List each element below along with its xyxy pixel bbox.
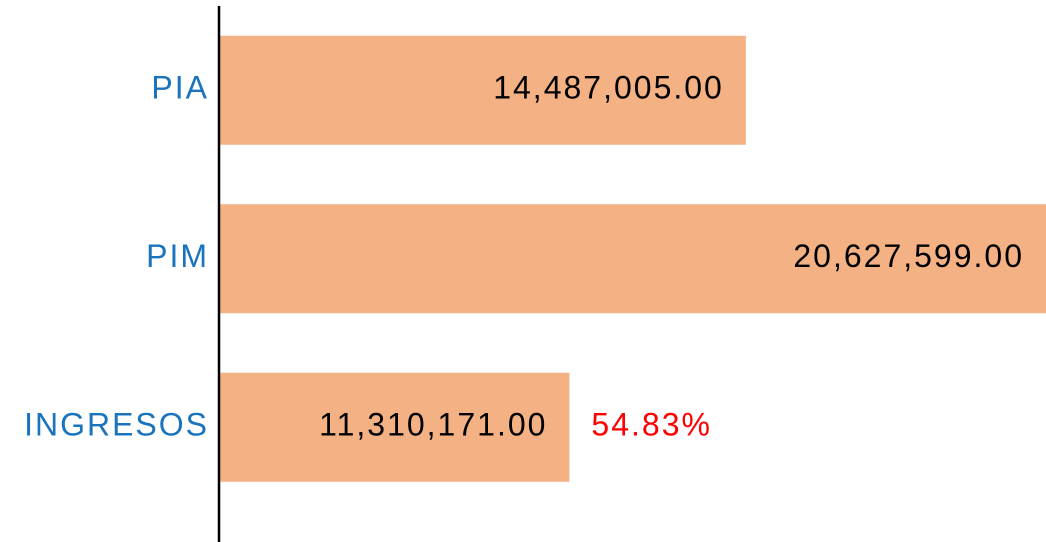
data-label: 11,310,171.00 <box>319 407 547 443</box>
y-tick-label: PIM <box>146 238 209 274</box>
y-tick-label: INGRESOS <box>24 407 209 443</box>
y-tick-label: PIA <box>151 70 209 106</box>
data-label: 14,487,005.00 <box>493 70 724 106</box>
bar <box>219 372 570 482</box>
bar <box>219 35 746 145</box>
bar <box>219 204 1046 314</box>
annotation: 54.83% <box>591 407 712 443</box>
data-label: 20,627,599.00 <box>793 238 1024 274</box>
